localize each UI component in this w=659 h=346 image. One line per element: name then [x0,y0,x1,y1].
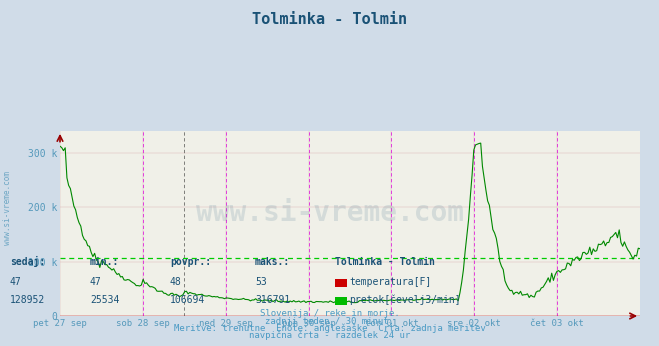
Text: pretok[čevelj3/min]: pretok[čevelj3/min] [349,294,461,305]
Text: povpr.:: povpr.: [170,257,211,267]
Text: temperatura[F]: temperatura[F] [349,277,432,287]
Text: 48: 48 [170,277,182,287]
Text: 106694: 106694 [170,295,205,305]
Text: 25534: 25534 [90,295,119,305]
Text: Meritve: trenutne  Enote: anglešaške  Črta: zadnja meritev: Meritve: trenutne Enote: anglešaške Črta… [173,322,486,333]
Text: 316791: 316791 [255,295,290,305]
Text: Tolminka - Tolmin: Tolminka - Tolmin [252,12,407,27]
Text: Slovenija / reke in morje.: Slovenija / reke in morje. [260,309,399,318]
Text: www.si-vreme.com: www.si-vreme.com [3,171,13,245]
Text: 128952: 128952 [10,295,45,305]
Text: min.:: min.: [90,257,119,267]
Text: Tolminka - Tolmin: Tolminka - Tolmin [335,257,435,267]
Text: www.si-vreme.com: www.si-vreme.com [196,199,463,227]
Text: navpična črta - razdelek 24 ur: navpična črta - razdelek 24 ur [249,330,410,340]
Text: sedaj:: sedaj: [10,256,45,267]
Text: 53: 53 [255,277,267,287]
Text: maks.:: maks.: [255,257,290,267]
Text: 47: 47 [10,277,22,287]
Text: 47: 47 [90,277,101,287]
Text: zadnji teden / 30 minut.: zadnji teden / 30 minut. [265,317,394,326]
